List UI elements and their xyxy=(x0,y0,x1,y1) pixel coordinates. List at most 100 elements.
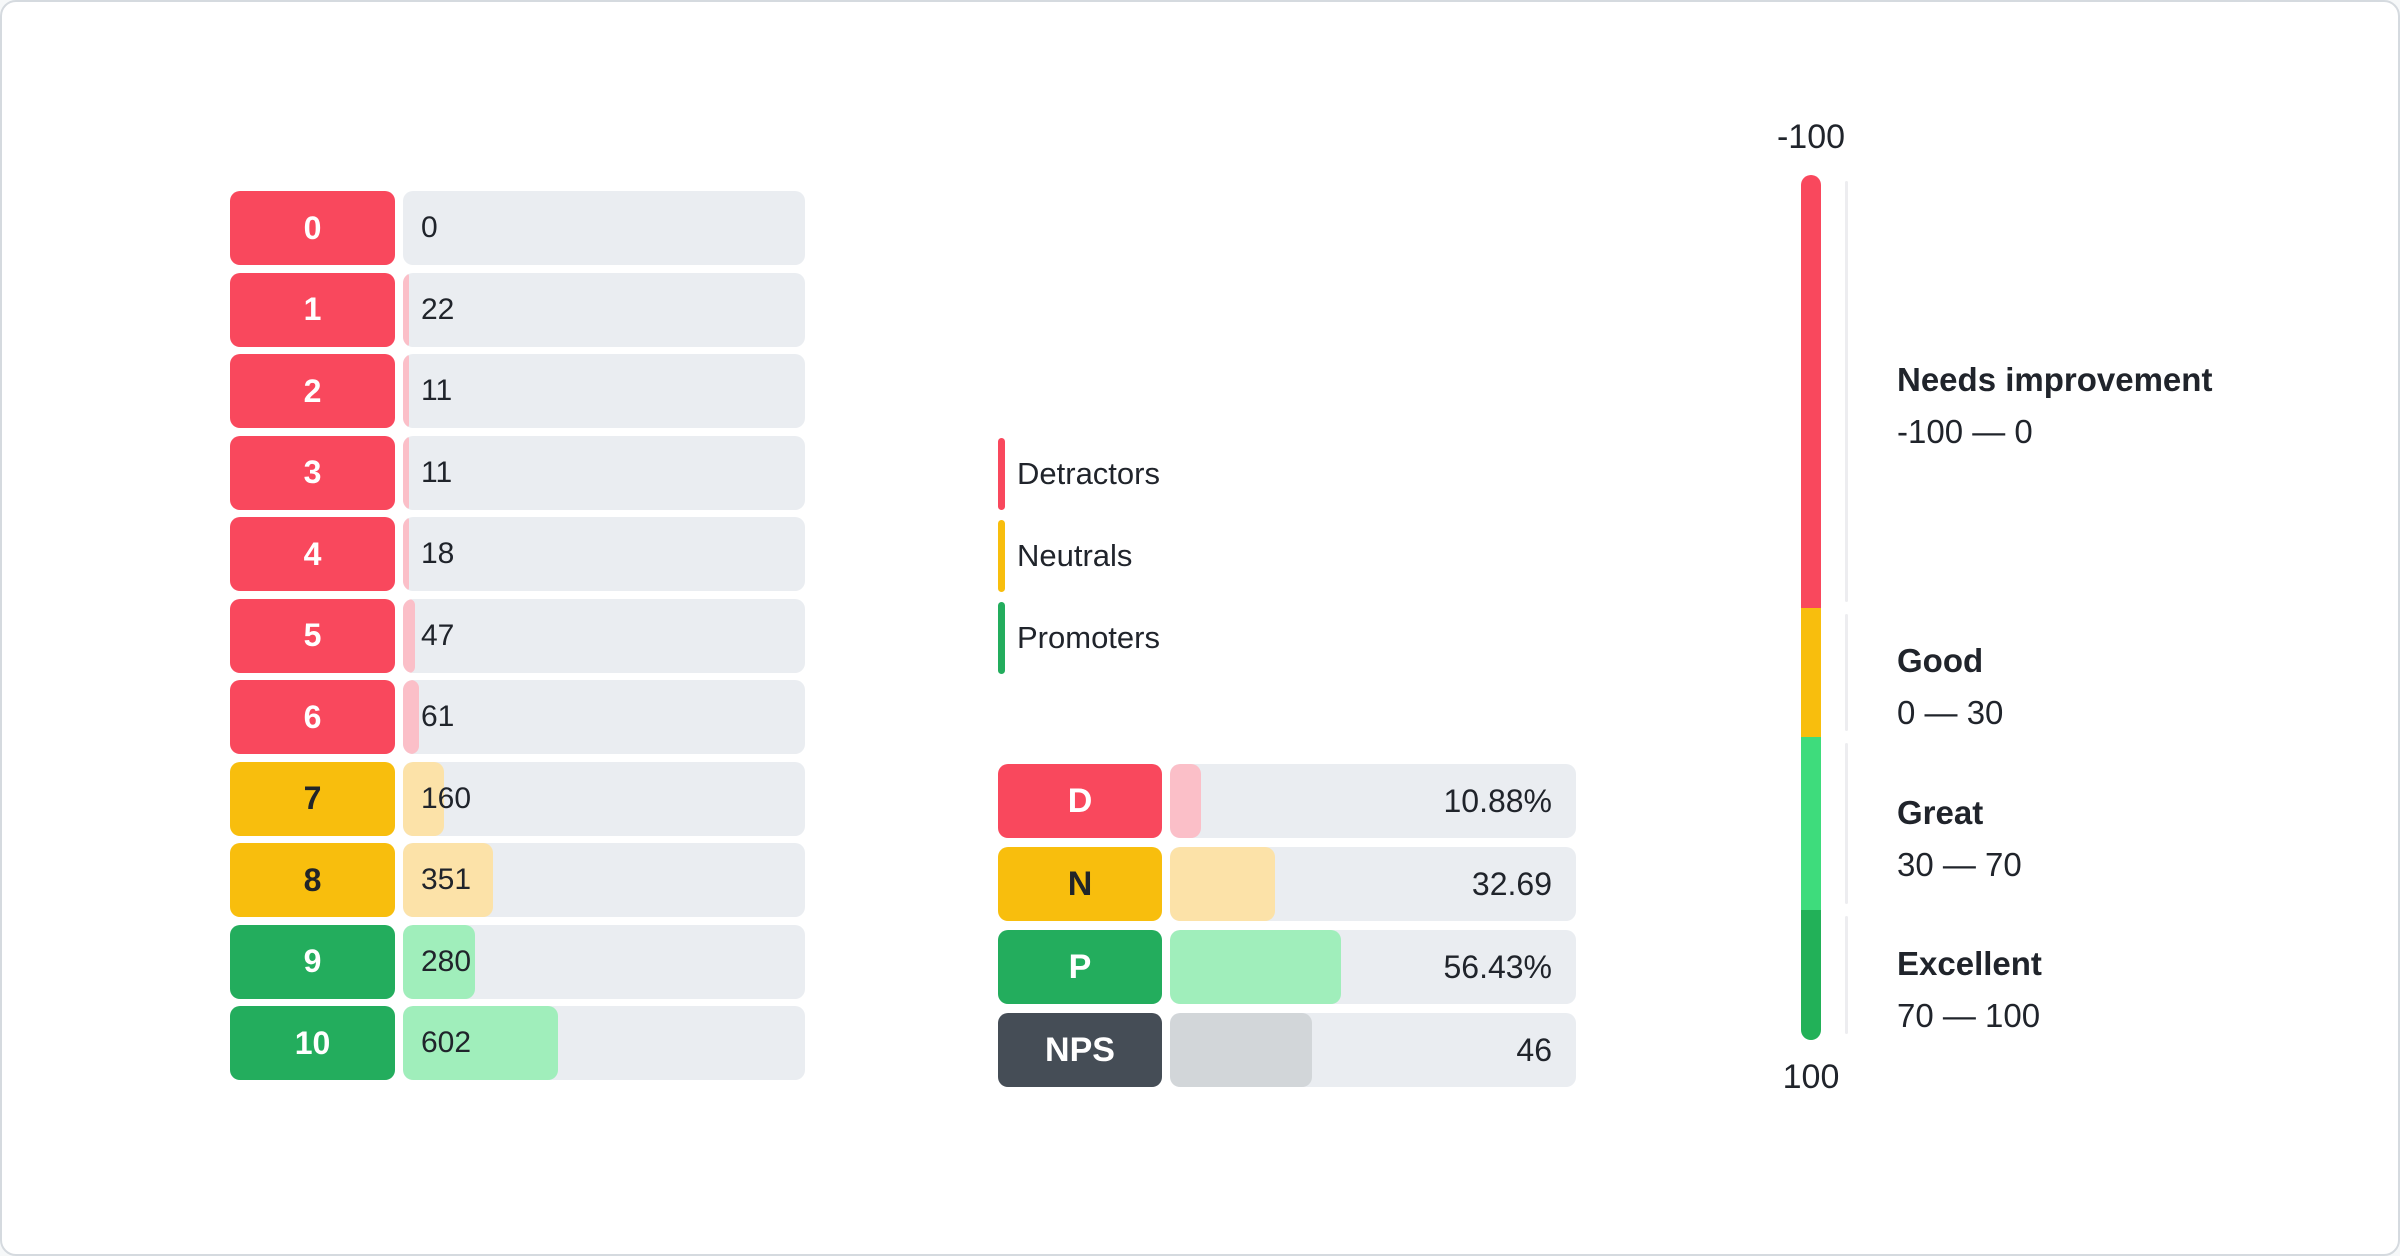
score-row: 9 280 xyxy=(230,924,805,999)
gauge-zone-range: -100 — 0 xyxy=(1897,413,2033,451)
score-row: 7 160 xyxy=(230,761,805,836)
summary-badge: P xyxy=(998,930,1162,1004)
legend-label: Promoters xyxy=(1017,620,1160,655)
summary-bar-track: 46 xyxy=(1170,1013,1576,1087)
summary-bar-track: 10.88% xyxy=(1170,764,1576,838)
score-bar-fill xyxy=(403,924,475,999)
gauge-zone-label: Needs improvement -100 — 0 xyxy=(1897,361,2212,451)
score-bar-fill xyxy=(403,843,494,917)
gauge-axis-min-label: 100 xyxy=(1782,1058,1840,1096)
summary-value: 32.69 xyxy=(1471,865,1552,902)
score-badge: 2 xyxy=(230,354,395,428)
score-bar-fill xyxy=(403,761,445,836)
score-bar-track: 22 xyxy=(403,272,805,347)
score-bar-fill xyxy=(403,354,409,428)
score-bar-fill xyxy=(403,680,419,754)
gauge-axis-max-label: -100 xyxy=(1776,118,1846,156)
score-row: 2 11 xyxy=(230,354,805,428)
gauge-bar xyxy=(1801,175,1821,1040)
legend-tick-icon xyxy=(998,602,1005,674)
gauge-zone-title: Good xyxy=(1897,642,1984,680)
score-value: 602 xyxy=(421,1026,472,1059)
gauge-track xyxy=(1845,0,1848,1256)
score-row: 0 0 xyxy=(230,191,805,265)
gauge-segment xyxy=(1801,737,1821,911)
score-bar-track: 11 xyxy=(403,435,805,510)
score-row: 8 351 xyxy=(230,843,805,917)
score-value: 11 xyxy=(421,374,453,407)
summary-bar-fill xyxy=(1170,930,1341,1004)
score-bar-track: 160 xyxy=(403,761,805,836)
gauge-zone-range: 30 — 70 xyxy=(1897,845,2022,883)
summary-row: N 32.69 xyxy=(998,847,1576,921)
gauge-zone-title: Excellent xyxy=(1897,945,2042,983)
legend-tick-icon xyxy=(998,438,1005,510)
score-bar-track: 602 xyxy=(403,1006,805,1080)
score-row: 5 47 xyxy=(230,598,805,673)
score-row: 4 18 xyxy=(230,517,805,591)
score-value: 11 xyxy=(421,455,453,489)
score-bar-fill xyxy=(403,435,409,510)
legend-item: Detractors xyxy=(998,438,1160,510)
legend-label: Neutrals xyxy=(1017,538,1133,573)
legend-item: Promoters xyxy=(998,602,1160,674)
legend-tick-icon xyxy=(998,520,1005,592)
summary-value: 10.88% xyxy=(1443,782,1552,819)
score-badge: 3 xyxy=(230,435,395,510)
gauge-zone-label: Good 0 — 30 xyxy=(1897,642,2003,732)
score-bar-fill xyxy=(403,272,409,347)
summary-badge: D xyxy=(998,764,1162,838)
gauge-segment xyxy=(1801,607,1821,738)
summary-bar-track: 56.43% xyxy=(1170,930,1576,1004)
gauge-segment xyxy=(1801,175,1821,608)
summary-value: 56.43% xyxy=(1443,948,1552,985)
summary-value: 46 xyxy=(1516,1031,1552,1068)
summary-bar-fill xyxy=(1170,1013,1313,1087)
score-badge: 6 xyxy=(230,680,395,754)
score-badge: 8 xyxy=(230,843,395,917)
gauge-zone-range: 0 — 30 xyxy=(1897,694,2004,732)
score-badge: 10 xyxy=(230,1006,395,1080)
score-value: 22 xyxy=(421,292,455,326)
score-bar-fill xyxy=(403,517,409,591)
summary-row: NPS 46 xyxy=(998,1013,1576,1087)
legend: Detractors Neutrals Promoters xyxy=(998,438,1160,684)
score-row: 10 602 xyxy=(230,1006,805,1080)
summary-row: P 56.43% xyxy=(998,930,1576,1004)
score-bar-track: 47 xyxy=(403,598,805,673)
summary-bar-track: 32.69 xyxy=(1170,847,1576,921)
score-bar-track: 280 xyxy=(403,924,805,999)
score-badge: 4 xyxy=(230,517,395,591)
gauge-zone-label: Great 30 — 70 xyxy=(1897,794,2022,884)
summary-bar-fill xyxy=(1170,847,1276,921)
gauge-zone-range: 70 — 100 xyxy=(1897,997,2041,1035)
gauge-track-segment xyxy=(1845,613,1848,732)
score-value: 280 xyxy=(421,944,472,978)
summary-badge: NPS xyxy=(998,1013,1162,1087)
score-badge: 9 xyxy=(230,924,395,999)
score-bar-fill xyxy=(403,598,416,673)
score-row: 1 22 xyxy=(230,272,805,347)
score-value: 18 xyxy=(421,537,455,570)
score-bar-track: 11 xyxy=(403,354,805,428)
gauge-track-segment xyxy=(1845,181,1848,602)
gauge-zone-labels: Needs improvement -100 — 0 Good 0 — 30 G… xyxy=(1897,0,2317,1256)
score-bar-track: 351 xyxy=(403,843,805,917)
legend-label: Detractors xyxy=(1017,456,1160,491)
score-badge: 7 xyxy=(230,761,395,836)
score-bar-track: 0 xyxy=(403,191,805,265)
score-value: 351 xyxy=(421,863,472,896)
summary-bar-fill xyxy=(1170,764,1201,838)
score-value: 0 xyxy=(421,211,438,244)
score-badge: 1 xyxy=(230,272,395,347)
score-badge: 0 xyxy=(230,191,395,265)
score-bar-track: 18 xyxy=(403,517,805,591)
score-value: 61 xyxy=(421,700,455,733)
gauge-zone-label: Excellent 70 — 100 xyxy=(1897,945,2042,1035)
score-row: 6 61 xyxy=(230,680,805,754)
summary-list: D 10.88% N 32.69 P 56.43% NPS xyxy=(998,764,1576,1096)
score-badge: 5 xyxy=(230,598,395,673)
score-bar-fill xyxy=(403,1006,558,1080)
gauge-zone-title: Great xyxy=(1897,793,1984,831)
